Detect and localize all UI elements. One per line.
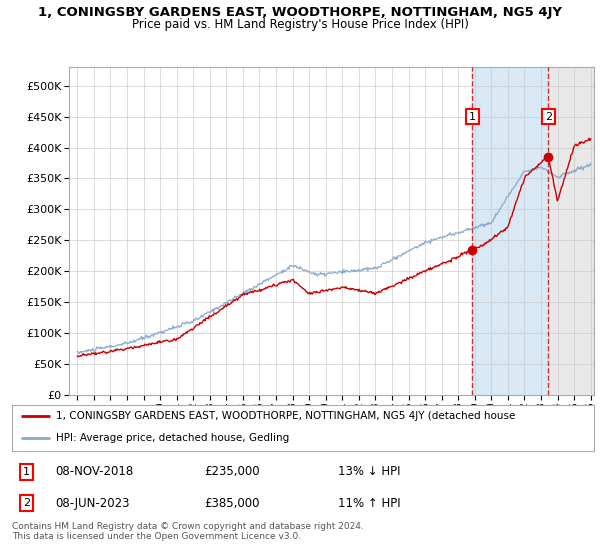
Text: £235,000: £235,000 xyxy=(204,465,260,478)
Text: Price paid vs. HM Land Registry's House Price Index (HPI): Price paid vs. HM Land Registry's House … xyxy=(131,18,469,31)
Bar xyxy=(472,67,548,395)
Text: Contains HM Land Registry data © Crown copyright and database right 2024.
This d: Contains HM Land Registry data © Crown c… xyxy=(12,522,364,542)
Text: HPI: Average price, detached house, Gedling: HPI: Average price, detached house, Gedl… xyxy=(56,433,289,443)
Text: 2: 2 xyxy=(545,111,552,122)
Text: 11% ↑ HPI: 11% ↑ HPI xyxy=(338,497,401,510)
Text: 1: 1 xyxy=(23,467,30,477)
Text: 1, CONINGSBY GARDENS EAST, WOODTHORPE, NOTTINGHAM, NG5 4JY: 1, CONINGSBY GARDENS EAST, WOODTHORPE, N… xyxy=(38,6,562,18)
Text: 13% ↓ HPI: 13% ↓ HPI xyxy=(338,465,400,478)
Text: 08-NOV-2018: 08-NOV-2018 xyxy=(56,465,134,478)
Text: 1, CONINGSBY GARDENS EAST, WOODTHORPE, NOTTINGHAM, NG5 4JY (detached house: 1, CONINGSBY GARDENS EAST, WOODTHORPE, N… xyxy=(56,412,515,421)
Text: 1: 1 xyxy=(469,111,476,122)
Text: 08-JUN-2023: 08-JUN-2023 xyxy=(56,497,130,510)
Bar xyxy=(548,67,594,395)
Text: 2: 2 xyxy=(23,498,30,508)
Bar xyxy=(548,67,594,395)
Text: £385,000: £385,000 xyxy=(204,497,260,510)
